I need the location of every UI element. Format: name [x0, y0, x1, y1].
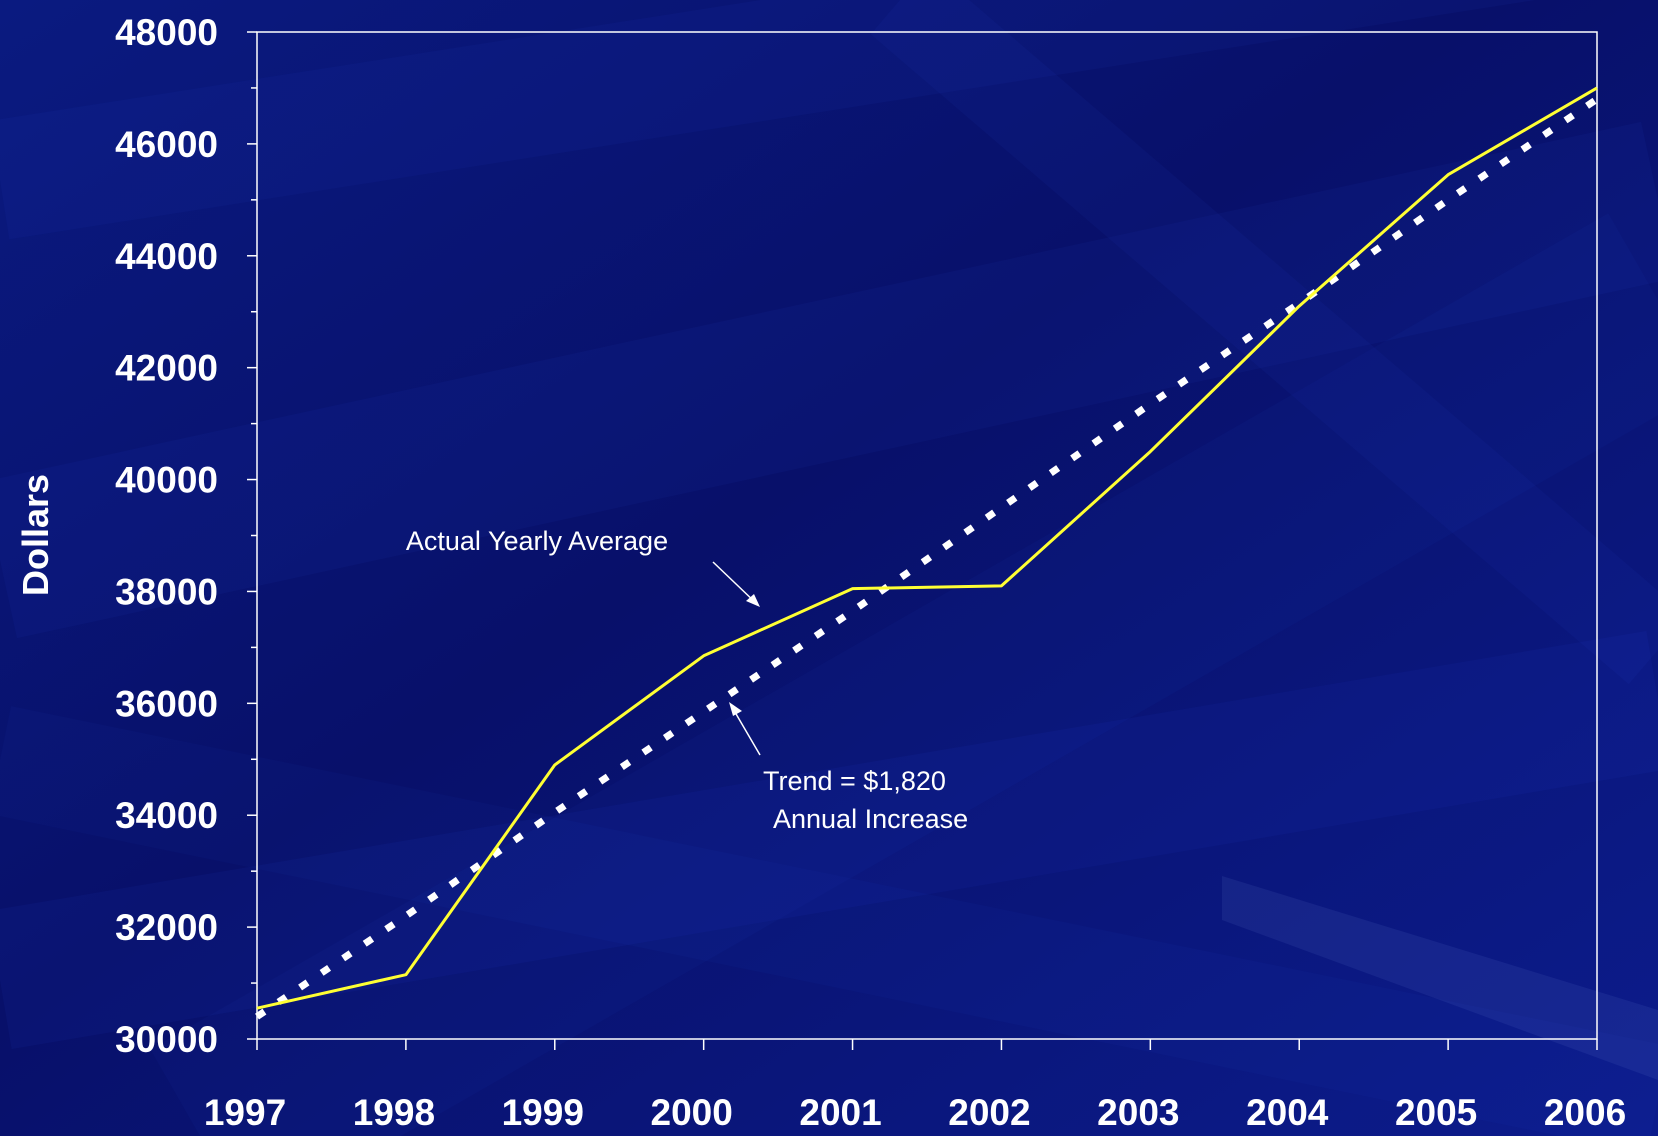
x-tick-label: 1999 [502, 1092, 584, 1133]
annotation-trend-line1: Trend = $1,820 [763, 766, 946, 796]
x-tick-label: 2004 [1246, 1092, 1329, 1133]
x-tick-label: 2003 [1097, 1092, 1179, 1133]
y-tick-label: 40000 [115, 460, 218, 501]
annotations: Actual Yearly Average Trend = $1,820 Ann… [406, 526, 968, 834]
y-tick-label: 32000 [115, 907, 218, 948]
trend-line [255, 96, 1599, 1020]
y-tick-label: 34000 [115, 795, 218, 836]
annotation-trend-line2: Annual Increase [773, 804, 968, 834]
x-tick-label: 1998 [353, 1092, 435, 1133]
x-tick-label: 1997 [204, 1092, 286, 1133]
background-streak [0, 0, 1536, 240]
x-axis: 1997 1998 1999 2000 2001 2002 2003 2004 2005 2006 [204, 1039, 1626, 1133]
x-tick-label: 2006 [1544, 1092, 1626, 1133]
x-tick-label: 2000 [651, 1092, 733, 1133]
background-streak [0, 121, 1658, 639]
y-tick-label: 46000 [115, 124, 218, 165]
x-tick-label: 2005 [1395, 1092, 1477, 1133]
annotation-trend-arrow [731, 706, 761, 756]
series-layer [255, 86, 1599, 1020]
annotation-trend: Trend = $1,820 Annual Increase [763, 766, 968, 834]
y-tick-label: 38000 [115, 571, 218, 612]
actual-line [256, 86, 1598, 1010]
x-tick-label: 2001 [799, 1092, 881, 1133]
background-highlight [1222, 876, 1658, 1080]
background-streak [150, 213, 1658, 1136]
annotation-actual: Actual Yearly Average [406, 526, 668, 556]
background-streak [0, 630, 1658, 1050]
y-tick-label: 42000 [115, 348, 218, 389]
y-tick-label: 30000 [115, 1019, 218, 1060]
x-tick-label: 2002 [948, 1092, 1030, 1133]
annotation-actual-arrowhead [746, 594, 760, 607]
annotation-trend-arrowhead [729, 702, 742, 716]
y-axis-label: Dollars [15, 474, 56, 596]
y-axis: 30000 32000 34000 36000 38000 40000 42000 44000… [115, 12, 257, 1060]
y-tick-label: 48000 [115, 12, 218, 53]
y-tick-label: 44000 [115, 236, 218, 277]
y-tick-label: 36000 [115, 683, 218, 724]
background-streak [0, 706, 1658, 1136]
